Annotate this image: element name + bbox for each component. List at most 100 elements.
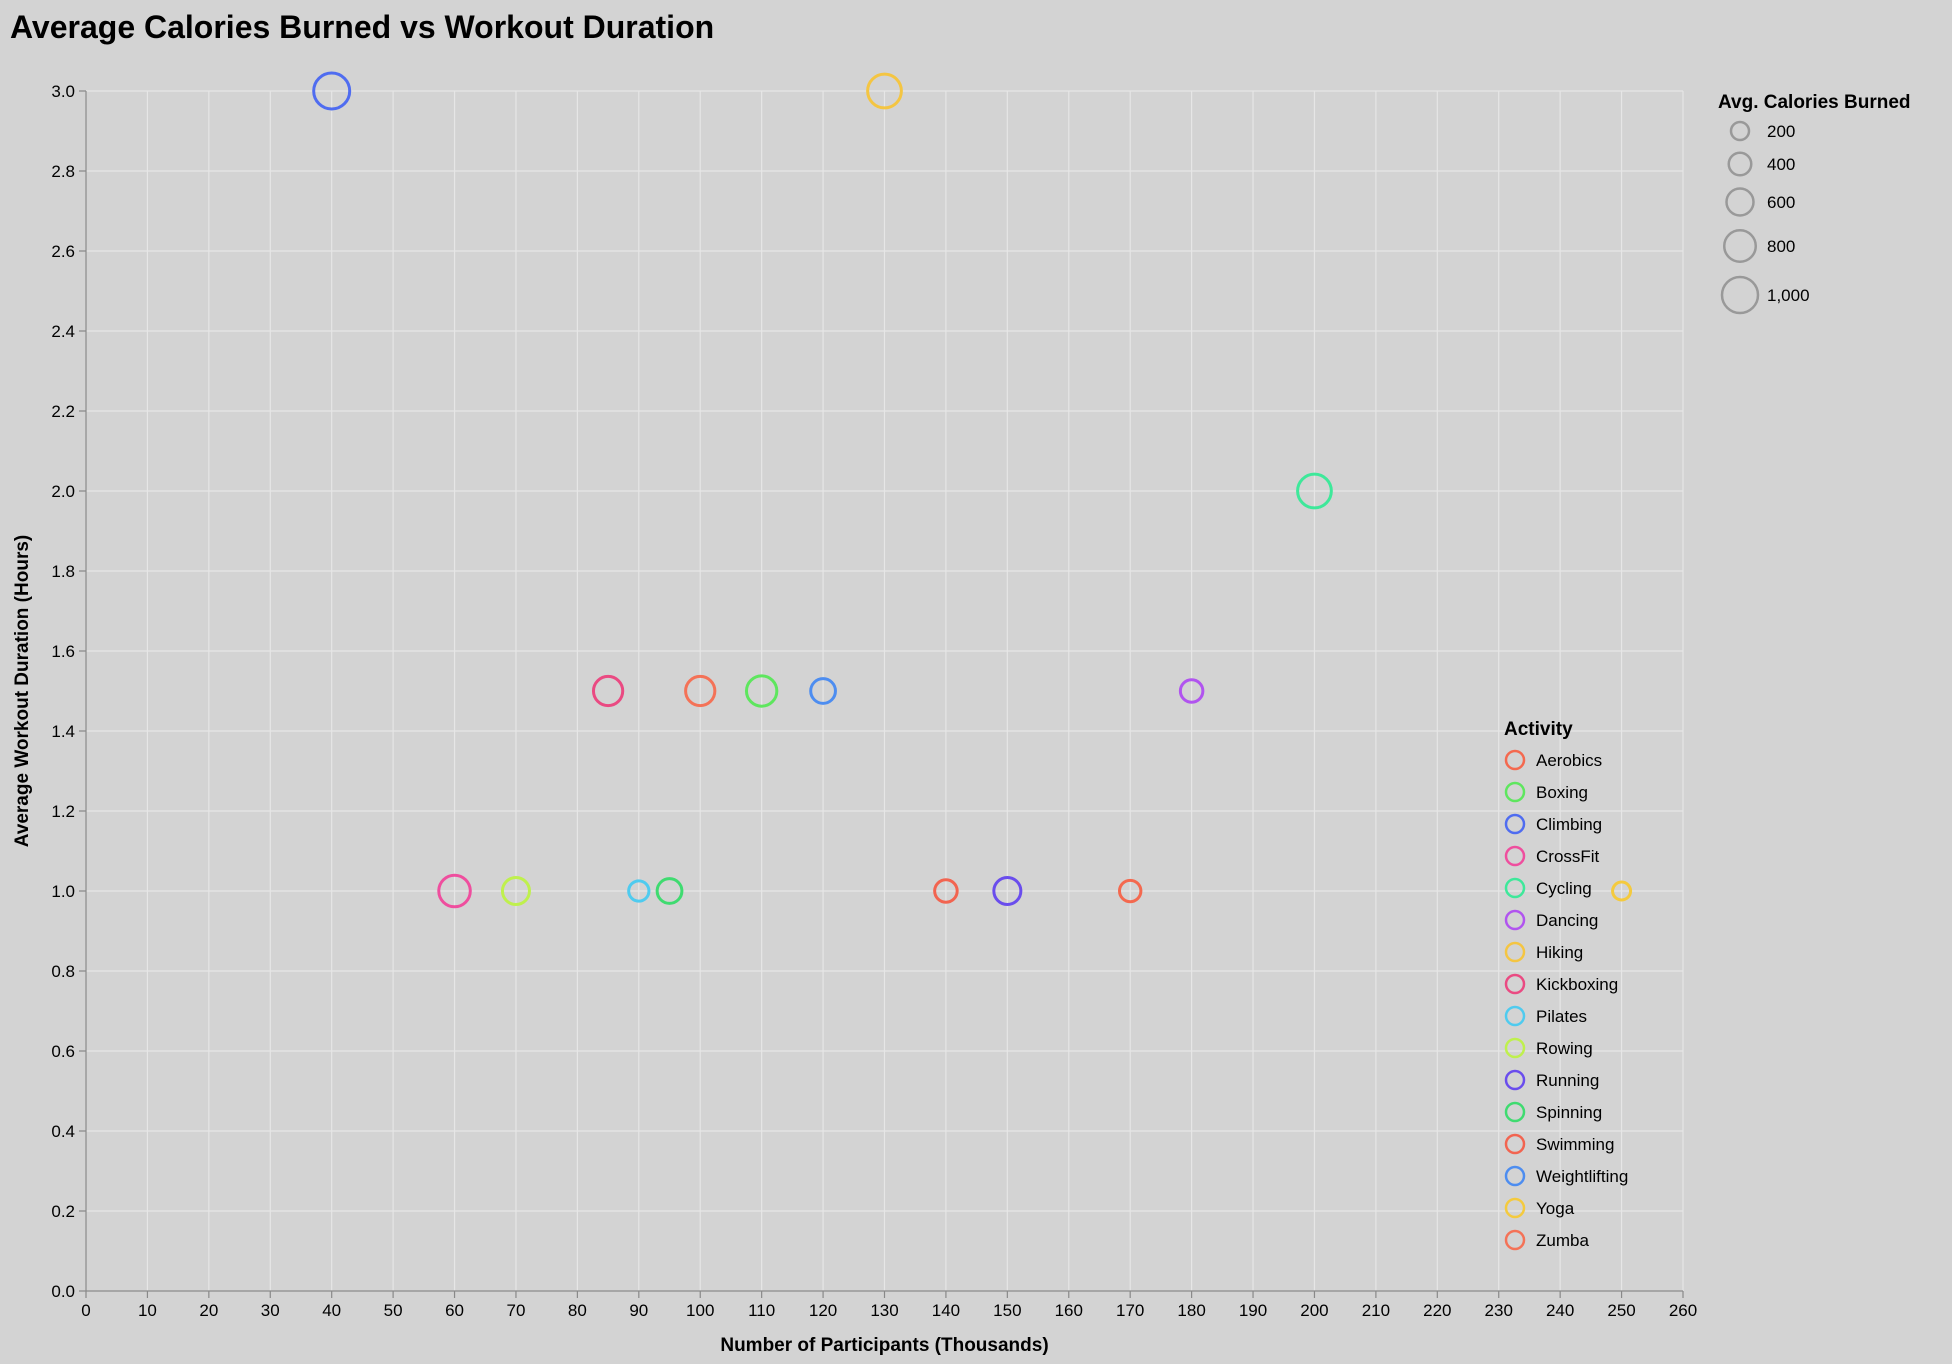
y-tick-label: 2.2 xyxy=(51,402,75,421)
data-point-rowing[interactable]: Rowing xyxy=(500,876,531,906)
size-legend-label: 800 xyxy=(1767,237,1795,256)
data-point-cycling[interactable]: Cycling xyxy=(1296,472,1333,510)
color-legend-label: Zumba xyxy=(1536,1231,1589,1250)
color-legend-label: Spinning xyxy=(1536,1103,1602,1122)
color-legend-label: Swimming xyxy=(1536,1135,1614,1154)
y-tick-label: 1.6 xyxy=(51,642,75,661)
color-legend-label: Pilates xyxy=(1536,1007,1587,1026)
x-tick-label: 110 xyxy=(748,1301,775,1320)
data-point-dancing[interactable]: Dancing xyxy=(1178,678,1205,704)
x-tick-label: 200 xyxy=(1300,1301,1328,1320)
color-legend-label: Climbing xyxy=(1536,815,1602,834)
y-tick-label: 1.0 xyxy=(51,882,75,901)
size-legend-label: 400 xyxy=(1767,155,1795,174)
y-axis-title: Average Workout Duration (Hours) xyxy=(12,535,33,847)
size-legend-label: 600 xyxy=(1767,193,1795,212)
color-legend-symbol xyxy=(1504,1101,1526,1123)
data-point-spinning[interactable]: Spinning xyxy=(655,877,684,905)
x-tick-label: 90 xyxy=(629,1301,648,1320)
color-legend-label: Weightlifting xyxy=(1536,1167,1628,1186)
x-tick-label: 20 xyxy=(199,1301,218,1320)
color-legend-label: Aerobics xyxy=(1536,751,1602,770)
color-legend-symbol xyxy=(1504,813,1526,835)
x-tick-label: 230 xyxy=(1485,1301,1513,1320)
y-tick-label: 1.2 xyxy=(51,802,75,821)
size-legend-title: Avg. Calories Burned xyxy=(1718,92,1911,113)
axes-layer: 0 10 20 30 40 50 60 70 80 90 100 110 120 130 140 150 160… xyxy=(51,82,1697,1320)
y-tick-label: 1.4 xyxy=(51,722,75,741)
data-point-weightlifting[interactable]: Weightlifting xyxy=(809,677,837,705)
y-tick-label: 0.0 xyxy=(51,1282,75,1301)
data-point-yoga[interactable]: Yoga xyxy=(1611,880,1633,902)
data-point-kickboxing[interactable]: Kickboxing xyxy=(591,674,625,708)
data-point-boxing[interactable]: Boxing xyxy=(744,674,779,708)
color-legend-label: Hiking xyxy=(1536,943,1583,962)
x-tick-label: 180 xyxy=(1177,1301,1205,1320)
x-tick-label: 100 xyxy=(686,1301,714,1320)
y-tick-label: 1.8 xyxy=(51,562,75,581)
points-layer: Aerobics Boxing Climbing CrossFit Cycling Dan… xyxy=(312,71,1633,909)
x-tick-label: 220 xyxy=(1423,1301,1451,1320)
color-legend-symbol xyxy=(1504,1165,1526,1187)
data-point-climbing[interactable]: Climbing xyxy=(312,71,352,111)
x-tick-label: 260 xyxy=(1669,1301,1697,1320)
x-tick-label: 250 xyxy=(1607,1301,1635,1320)
x-tick-label: 70 xyxy=(507,1301,526,1320)
x-tick-label: 50 xyxy=(384,1301,403,1320)
color-legend-symbol xyxy=(1504,909,1526,931)
color-legend-title: Activity xyxy=(1504,719,1573,740)
color-legend-label: Dancing xyxy=(1536,911,1598,930)
color-legend-label: Boxing xyxy=(1536,783,1588,802)
x-tick-label: 60 xyxy=(445,1301,464,1320)
color-legend-symbol xyxy=(1504,1133,1526,1155)
size-legend-symbol xyxy=(1725,187,1755,217)
data-point-aerobics[interactable]: Aerobics xyxy=(1118,878,1143,904)
color-legend-label: Rowing xyxy=(1536,1039,1593,1058)
y-tick-label: 2.4 xyxy=(51,322,75,341)
color-legend-symbol xyxy=(1504,845,1526,867)
x-tick-label: 190 xyxy=(1239,1301,1267,1320)
x-tick-label: 170 xyxy=(1116,1301,1144,1320)
x-tick-label: 40 xyxy=(322,1301,341,1320)
size-legend-symbol xyxy=(1729,120,1751,142)
y-tick-label: 2.6 xyxy=(51,242,75,261)
chart-title: Average Calories Burned vs Workout Durat… xyxy=(10,9,714,45)
y-tick-label: 0.6 xyxy=(51,1042,75,1061)
data-point-running[interactable]: Running xyxy=(992,876,1023,906)
size-legend-label: 200 xyxy=(1767,122,1795,141)
size-legend-label: 1,000 xyxy=(1767,286,1810,305)
color-legend-label: Cycling xyxy=(1536,879,1592,898)
y-tick-label: 3.0 xyxy=(51,82,75,101)
x-tick-label: 120 xyxy=(809,1301,837,1320)
data-point-zumba[interactable]: Zumba xyxy=(684,674,717,708)
grid-layer xyxy=(85,90,1684,1292)
x-tick-label: 80 xyxy=(568,1301,587,1320)
color-legend-symbol xyxy=(1504,1005,1526,1027)
size-legend: Avg. Calories Burned 200 400 600 800 1,000 xyxy=(1718,92,1911,315)
data-point-swimming[interactable]: Swimming xyxy=(933,878,959,904)
color-legend-label: Yoga xyxy=(1536,1199,1575,1218)
x-tick-label: 210 xyxy=(1362,1301,1390,1320)
color-legend-symbol xyxy=(1504,749,1526,771)
data-point-hiking[interactable]: Hiking xyxy=(866,72,903,110)
x-tick-label: 160 xyxy=(1055,1301,1083,1320)
x-tick-label: 140 xyxy=(932,1301,960,1320)
size-legend-symbol xyxy=(1720,275,1760,315)
data-point-pilates[interactable]: Pilates xyxy=(627,879,651,903)
y-tick-label: 2.0 xyxy=(51,482,75,501)
x-tick-label: 240 xyxy=(1546,1301,1574,1320)
size-legend-symbol xyxy=(1723,229,1757,263)
color-legend-symbol xyxy=(1504,1037,1526,1059)
color-legend-symbol xyxy=(1504,877,1526,899)
color-legend-symbol xyxy=(1504,1197,1526,1219)
x-axis-title: Number of Participants (Thousands) xyxy=(720,1335,1048,1356)
y-tick-label: 2.8 xyxy=(51,162,75,181)
color-legend-symbol xyxy=(1504,1069,1526,1091)
y-tick-label: 0.4 xyxy=(51,1122,75,1141)
x-tick-label: 0 xyxy=(81,1301,90,1320)
data-point-crossfit[interactable]: CrossFit xyxy=(437,873,472,909)
color-legend-symbol xyxy=(1504,781,1526,803)
color-legend-label: Running xyxy=(1536,1071,1599,1090)
